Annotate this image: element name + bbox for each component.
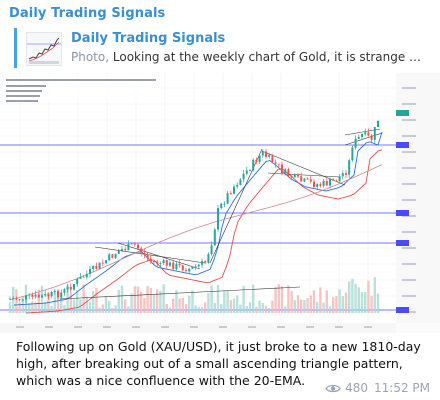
reply-thumbnail xyxy=(26,32,62,66)
message-caption: Following up on Gold (XAU/USD), it just … xyxy=(16,339,421,388)
reply-title: Daily Trading Signals xyxy=(71,31,226,46)
reply-text: Photo, Looking at the weekly chart of Go… xyxy=(71,50,427,64)
channel-name[interactable]: Daily Trading Signals xyxy=(9,6,166,21)
reply-preview[interactable]: Daily Trading Signals Photo, Looking at … xyxy=(14,28,429,68)
reply-body: Looking at the weekly chart of Gold, it … xyxy=(112,50,427,64)
gold-weekly-chart-image[interactable] xyxy=(0,73,440,333)
reply-kind: Photo, xyxy=(71,50,110,64)
view-counter: 480 xyxy=(325,381,368,395)
eye-icon xyxy=(325,384,341,392)
view-count: 480 xyxy=(345,381,368,395)
message-meta: 480 11:52 PM xyxy=(325,381,430,395)
message-time: 11:52 PM xyxy=(374,381,430,395)
